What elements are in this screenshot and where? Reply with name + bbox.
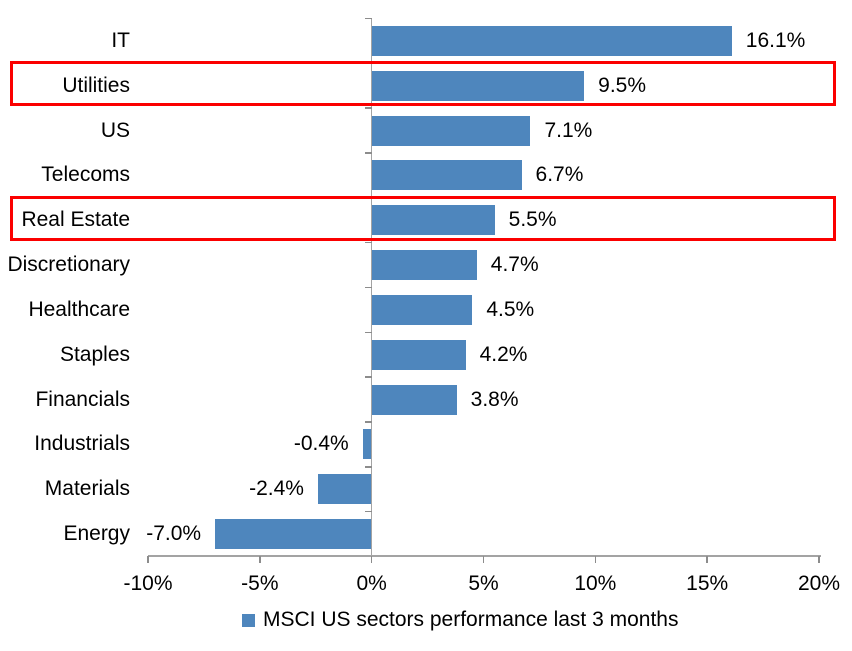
category-label: Staples [59,342,130,366]
category-axis-tick [364,286,372,289]
category-axis-tick [364,107,372,109]
value-axis-tick-label: -5% [241,572,279,595]
value-axis-tick-label: 15% [686,572,729,595]
category-axis-tick [364,376,372,378]
value-axis-tick [594,556,597,563]
value-axis-tick-label: 10% [574,572,617,595]
value-label: 5.5% [508,208,557,232]
bar [371,294,473,325]
highlight-box [10,195,836,241]
value-axis-tick-label: -10% [123,572,173,595]
chart-legend: MSCI US sectors performance last 3 month… [242,607,678,633]
bar [215,519,372,550]
category-label: Financials [35,387,130,411]
bar [371,384,457,415]
category-label: Healthcare [28,297,130,321]
category-label: Energy [63,522,130,546]
category-label: Materials [44,477,130,501]
value-label: 4.5% [486,297,535,321]
value-axis-tick [147,556,149,563]
category-axis-line [370,17,373,556]
value-axis-tick [818,556,820,563]
value-axis-tick-label: 20% [797,572,841,595]
value-label: 4.7% [490,253,539,277]
value-axis-tick [370,556,373,563]
category-label: Discretionary [7,253,130,277]
category-axis-tick [364,421,372,423]
value-axis-tick-label: 0% [356,572,387,595]
bar [362,429,372,460]
value-label: -2.4% [249,477,304,501]
value-axis-tick [706,556,708,563]
value-label: 4.2% [479,342,528,366]
legend-label: MSCI US sectors performance last 3 month… [263,608,679,631]
category-axis-tick [364,17,372,20]
value-axis-tick-label: 5% [468,572,499,595]
value-label: 3.8% [470,387,519,411]
category-label: Industrials [34,432,130,456]
bar [317,474,372,505]
value-label: 9.5% [598,73,647,97]
bar [371,70,585,101]
value-label: 6.7% [535,163,584,187]
bar [371,160,522,191]
category-label: US [100,118,130,142]
value-label: -0.4% [293,432,349,456]
category-label: Telecoms [41,163,130,187]
value-label: -7.0% [146,522,202,546]
value-axis-tick [259,556,261,563]
bar [371,25,732,56]
value-axis-line [148,555,821,557]
value-label: 7.1% [544,118,593,142]
highlight-box [10,61,836,107]
category-axis-tick [364,152,372,154]
bar [371,115,531,146]
category-label: Real Estate [21,208,130,232]
bar [371,205,495,236]
legend-swatch-icon [242,613,255,627]
category-axis-tick [364,331,372,334]
value-label: 16.1% [745,28,806,52]
category-axis-tick [364,241,372,244]
value-axis-tick [482,556,485,563]
category-axis-tick [364,510,372,513]
bar [371,339,466,370]
category-label: Utilities [62,73,130,97]
bar [371,250,477,281]
category-label: IT [111,28,130,52]
category-axis-tick [364,466,372,468]
